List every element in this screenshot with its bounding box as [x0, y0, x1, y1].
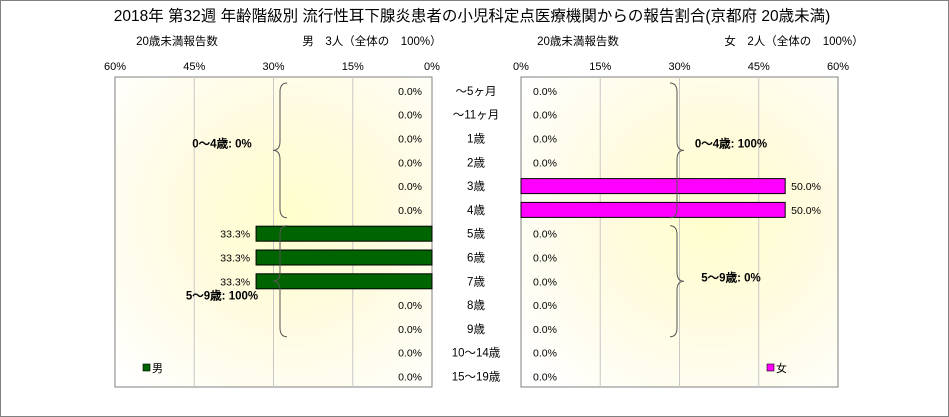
female-data-label: 0.0%: [533, 276, 557, 288]
left-tick-label: 30%: [262, 61, 284, 73]
right-header: 女 2人（全体の 100%）: [724, 34, 863, 48]
category-label: 15～19歳: [452, 371, 501, 384]
left-legend-label: 男: [152, 363, 163, 375]
right-age-group-label: 5～9歳: 0%: [701, 270, 760, 284]
male-bar: [255, 225, 433, 242]
category-label: 3歳: [467, 180, 485, 193]
category-label: 7歳: [467, 275, 485, 288]
right-tick-label: 60%: [827, 61, 849, 73]
left-tick-label: 45%: [183, 61, 205, 73]
right-caption: 20歳未満報告数: [537, 34, 619, 48]
male-data-label: 33.3%: [220, 229, 250, 241]
category-label: 10～14歳: [452, 347, 501, 360]
right-age-group-brace: [669, 225, 685, 338]
male-data-label: 0.0%: [398, 300, 422, 312]
left-tick-label: 60%: [104, 61, 126, 73]
male-data-label: 33.3%: [220, 253, 250, 265]
category-label: 6歳: [467, 252, 485, 265]
female-data-label: 0.0%: [533, 324, 557, 336]
left-caption: 20歳未満報告数: [136, 34, 218, 48]
female-bar: [520, 201, 786, 218]
male-data-label: 33.3%: [220, 276, 250, 288]
female-data-label: 0.0%: [533, 134, 557, 146]
category-label: 8歳: [467, 299, 485, 312]
left-tick-label: 0%: [424, 61, 440, 73]
male-data-label: 0.0%: [398, 86, 422, 98]
male-data-label: 0.0%: [398, 372, 422, 384]
female-data-label: 0.0%: [533, 229, 557, 241]
category-label: ～5ヶ月: [456, 86, 497, 98]
right-tick-label: 30%: [668, 61, 690, 73]
right-legend-label: 女: [776, 361, 787, 375]
male-data-label: 0.0%: [398, 157, 422, 169]
female-data-label: 0.0%: [533, 372, 557, 384]
right-age-group-brace: [669, 82, 685, 219]
category-label: 9歳: [467, 323, 485, 336]
female-data-label: 0.0%: [533, 157, 557, 169]
male-data-label: 0.0%: [398, 348, 422, 360]
right-age-group-label: 0～4歳: 100%: [695, 136, 767, 150]
female-data-label: 0.0%: [533, 300, 557, 312]
male-data-label: 0.0%: [398, 134, 422, 146]
male-bar: [255, 273, 433, 290]
left-age-group-brace: [272, 82, 288, 219]
chart-title: 2018年 第32週 年齢階級別 流行性耳下腺炎患者の小児科定点医療機関からの報…: [114, 7, 831, 25]
female-data-label: 50.0%: [791, 181, 821, 193]
male-data-label: 0.0%: [398, 324, 422, 336]
category-label: 5歳: [467, 228, 485, 241]
left-age-group-brace: [272, 225, 288, 338]
male-data-label: 0.0%: [398, 181, 422, 193]
female-data-label: 50.0%: [791, 205, 821, 217]
female-data-label: 0.0%: [533, 86, 557, 98]
category-label: 4歳: [467, 204, 485, 217]
right-tick-label: 0%: [513, 61, 529, 73]
left-age-group-label: 0～4歳: 0%: [192, 136, 251, 150]
left-header: 男 3人（全体の 100%）: [302, 34, 441, 48]
category-label: 2歳: [467, 156, 485, 169]
right-tick-label: 15%: [589, 61, 611, 73]
male-data-label: 0.0%: [398, 205, 422, 217]
left-age-group-label: 5～9歳: 100%: [186, 288, 258, 302]
male-bar: [255, 249, 433, 266]
right-tick-label: 45%: [748, 61, 770, 73]
female-bar: [520, 178, 786, 195]
female-data-label: 0.0%: [533, 253, 557, 265]
female-data-label: 0.0%: [533, 110, 557, 122]
right-legend-swatch: [766, 363, 775, 372]
female-data-label: 0.0%: [533, 348, 557, 360]
category-label: 1歳: [467, 133, 485, 146]
male-data-label: 0.0%: [398, 110, 422, 122]
left-tick-label: 15%: [342, 61, 364, 73]
category-label: ～11ヶ月: [453, 110, 499, 122]
left-legend-swatch: [142, 363, 151, 372]
